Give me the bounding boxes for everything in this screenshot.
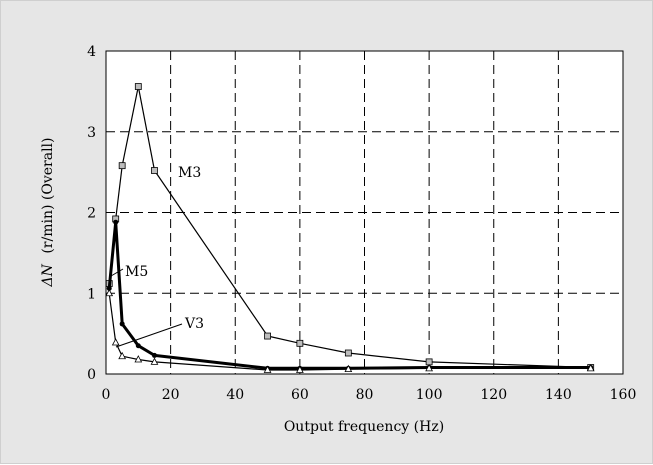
series-line-m5 xyxy=(107,220,591,370)
data-point-m5 xyxy=(135,343,141,349)
x-tick-label: 40 xyxy=(226,387,244,403)
series-line-v3 xyxy=(108,293,591,371)
y-tick-label: 3 xyxy=(87,125,96,141)
x-tick-label: 120 xyxy=(480,387,507,403)
data-point-m3 xyxy=(134,83,142,90)
x-tick-label: 20 xyxy=(162,387,180,403)
data-point-m3 xyxy=(151,167,158,174)
data-point-m5 xyxy=(113,219,119,225)
x-tick-label: 160 xyxy=(610,387,637,403)
data-point-m3 xyxy=(425,358,433,366)
data-point-v3 xyxy=(111,338,120,346)
x-tick-label: 80 xyxy=(356,387,374,403)
series-label-v3: V3 xyxy=(184,316,204,332)
tick-labels: 0 20 40 60 80 100 120 140 160 0 1 2 3 4 xyxy=(87,44,636,403)
x-axis-title: Output frequency (Hz) xyxy=(284,419,444,435)
x-tick-label: 0 xyxy=(102,387,111,403)
leader-line-m5 xyxy=(110,268,124,277)
y-axis-title-symbol: ΔN xyxy=(40,263,56,287)
series-line-m3 xyxy=(108,85,591,369)
data-point-v3 xyxy=(263,365,272,373)
data-point-m5 xyxy=(106,285,112,291)
data-point-m3 xyxy=(118,162,126,170)
series-label-m5: M5 xyxy=(125,264,148,280)
x-tick-label: 60 xyxy=(291,387,309,403)
data-point-v3 xyxy=(586,363,595,372)
grid-lines xyxy=(106,51,623,374)
y-axis-title-unit: (r/min) (Overall) xyxy=(40,138,56,254)
data-point-v3 xyxy=(105,288,114,297)
data-point-v3 xyxy=(118,351,127,360)
x-tick-label: 140 xyxy=(545,387,572,403)
data-point-m5 xyxy=(119,321,125,327)
data-point-v3 xyxy=(150,357,159,365)
x-tick-label: 100 xyxy=(416,387,443,403)
data-point-m5 xyxy=(151,352,157,358)
y-tick-label: 1 xyxy=(87,286,96,302)
data-point-v3 xyxy=(425,363,433,372)
y-tick-label: 0 xyxy=(87,367,96,383)
series-group xyxy=(105,83,595,373)
series-label-m3: M3 xyxy=(178,165,201,181)
data-point-v3 xyxy=(296,365,304,373)
data-point-m3 xyxy=(264,332,271,340)
data-point-m3 xyxy=(296,339,304,347)
y-tick-label: 2 xyxy=(87,206,96,222)
y-axis-title: ΔN (r/min) (Overall) xyxy=(40,138,56,288)
data-point-m3 xyxy=(344,349,352,357)
y-tick-label: 4 xyxy=(87,44,96,60)
series-annotations: M3 M5 V3 xyxy=(110,165,204,348)
leader-line-v3 xyxy=(115,323,183,348)
data-point-v3 xyxy=(344,364,353,373)
data-point-v3 xyxy=(134,355,143,363)
